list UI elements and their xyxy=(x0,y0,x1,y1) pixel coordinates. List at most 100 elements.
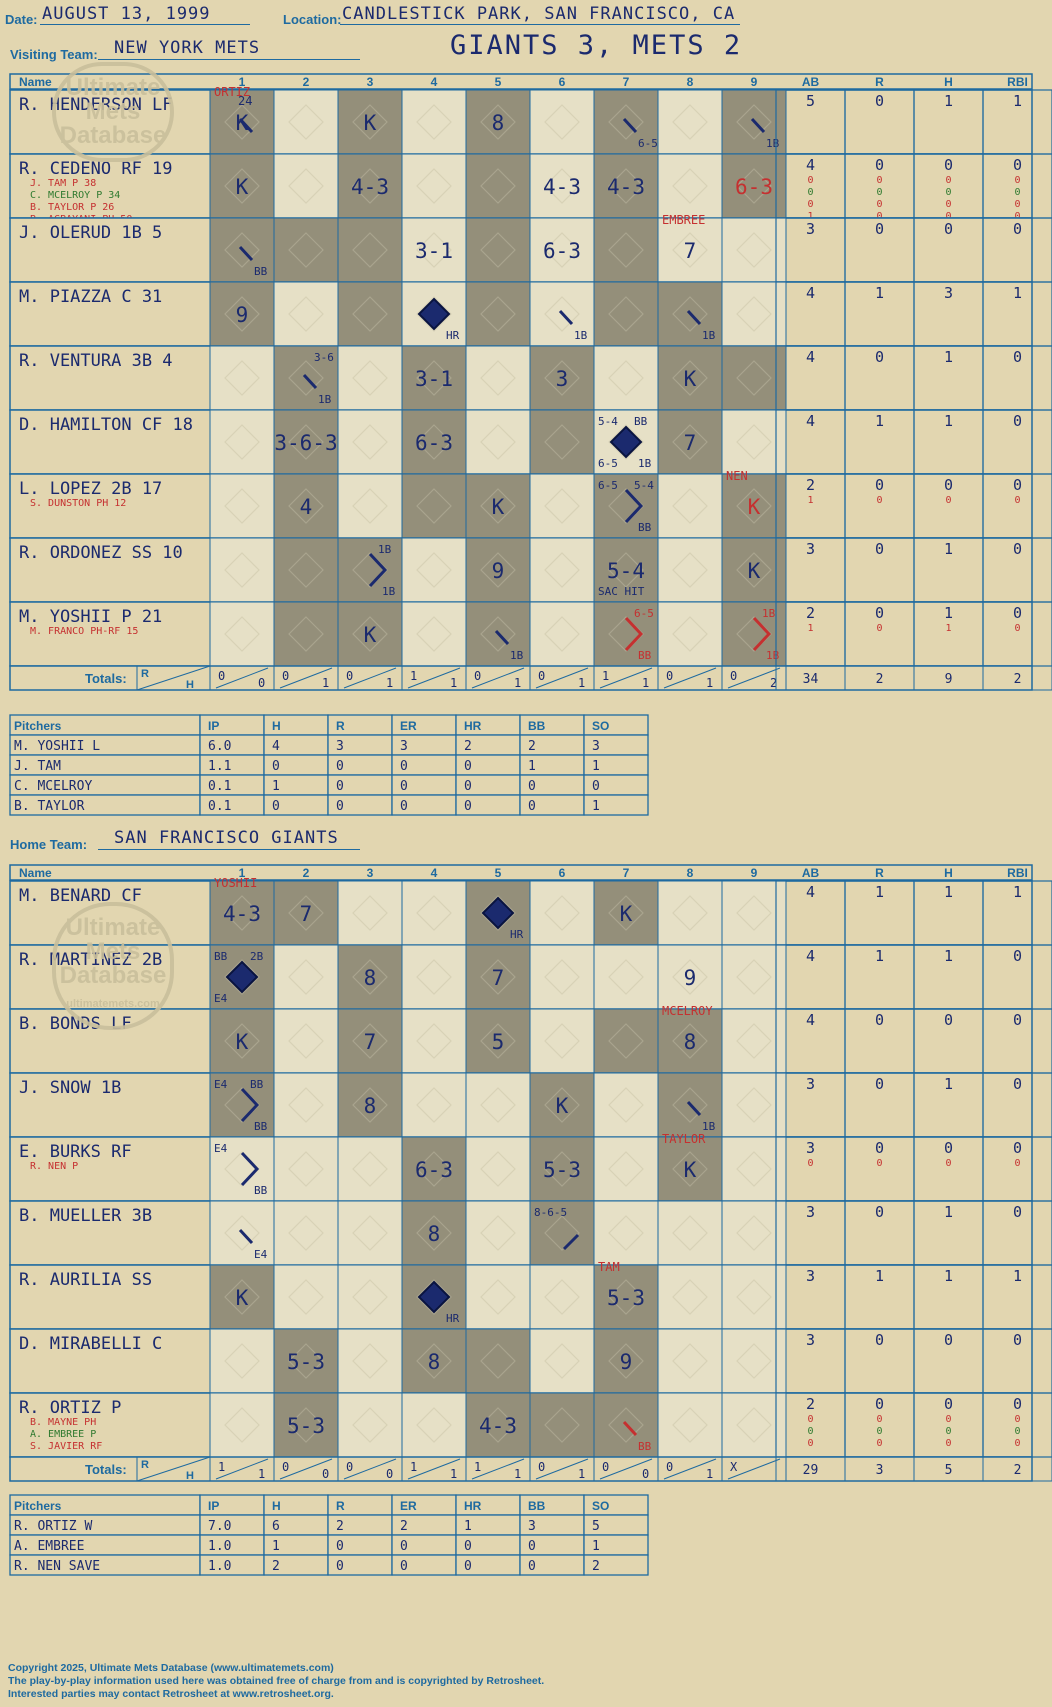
base-diamond xyxy=(672,616,708,652)
run-scored-diamond xyxy=(225,960,259,994)
inning-cell xyxy=(337,409,403,475)
total-stat-cell xyxy=(982,665,1052,691)
basepath-line xyxy=(624,616,644,652)
pitcher-change-note: YOSHII xyxy=(214,876,257,890)
base-diamond xyxy=(224,1023,260,1059)
inning-cell xyxy=(529,601,595,667)
pitcher-stat: 0 xyxy=(528,799,536,814)
play-notation: 6-3 xyxy=(543,239,581,263)
pitcher-header: IP xyxy=(208,719,219,733)
base-diamond xyxy=(288,360,324,396)
play-note: BB xyxy=(250,1078,264,1091)
player-name: M. YOSHII P 21 xyxy=(19,607,162,627)
play-note: BB xyxy=(638,649,652,662)
base-diamond xyxy=(544,168,580,204)
inning-cell xyxy=(337,1264,403,1330)
inning-cell xyxy=(401,1072,467,1138)
pitcher-change-note: MCELROY xyxy=(662,1004,713,1018)
team-total: 29 xyxy=(803,1463,819,1478)
inning-cell xyxy=(593,1072,659,1138)
inning-header: 8 xyxy=(687,75,694,89)
base-diamond xyxy=(608,552,644,588)
base-diamond xyxy=(672,1023,708,1059)
batting-stat: 0 xyxy=(1013,220,1022,238)
base-diamond xyxy=(672,488,708,524)
pitcher-stat: 0 xyxy=(400,1539,408,1554)
inning-cell xyxy=(209,880,275,946)
pitcher-stat: 1 xyxy=(272,779,280,794)
inning-cell xyxy=(273,1200,339,1266)
pitcher-stat: 1.0 xyxy=(208,1559,231,1574)
sub-batting-stat: 0 xyxy=(1014,623,1020,634)
batting-stat: 1 xyxy=(944,883,953,901)
batting-stat: 0 xyxy=(1013,1139,1022,1157)
pitcher-stat: 6 xyxy=(272,1519,280,1534)
base-diamond xyxy=(224,552,260,588)
batting-stat: 0 xyxy=(1013,947,1022,965)
inning-total-slash xyxy=(471,667,525,689)
base-diamond xyxy=(352,296,388,332)
base-diamond xyxy=(736,1407,772,1443)
inning-total-slash xyxy=(471,1458,525,1480)
play-notation: 5-3 xyxy=(287,1414,325,1438)
pitcher-header: R xyxy=(336,719,345,733)
inning-cell xyxy=(657,1200,723,1266)
player-name: R. VENTURA 3B 4 xyxy=(19,351,173,371)
basepath-line xyxy=(622,1420,638,1437)
base-diamond xyxy=(224,1343,260,1379)
base-diamond xyxy=(736,1279,772,1315)
inning-cell xyxy=(465,409,531,475)
inning-cell xyxy=(721,1008,787,1074)
base-diamond xyxy=(608,168,644,204)
play-notation: 3-6-3 xyxy=(274,431,337,455)
footer-copyright: Copyright 2025, Ultimate Mets Database (… xyxy=(8,1662,334,1674)
sub-batting-stat: 0 xyxy=(945,187,951,198)
play-note: BB xyxy=(254,1184,268,1197)
batting-stat: 1 xyxy=(875,412,884,430)
play-notation: 7 xyxy=(684,239,697,263)
watermark-word: Database xyxy=(59,122,167,149)
stat-header: AB xyxy=(802,866,820,880)
base-diamond xyxy=(480,1023,516,1059)
play-note: 1B xyxy=(702,1120,716,1133)
sub-batting-stat: 0 xyxy=(1014,1158,1020,1169)
footer-contact: Interested parties may contact Retroshee… xyxy=(8,1688,334,1700)
play-note: BB xyxy=(254,1120,268,1133)
play-notation: 5-3 xyxy=(287,1350,325,1374)
base-diamond xyxy=(224,104,260,140)
pitcher-name: B. TAYLOR xyxy=(14,799,85,814)
play-notation: K xyxy=(492,495,505,519)
play-notation: 6-3 xyxy=(735,175,773,199)
sub-batting-stat: 0 xyxy=(876,175,882,186)
batting-stat: 0 xyxy=(1013,1075,1022,1093)
inning-cell xyxy=(401,601,467,667)
inning-cell xyxy=(529,1008,595,1074)
inning-cell xyxy=(273,153,339,219)
play-note: E4 xyxy=(214,1078,228,1091)
pitcher-stat: 0 xyxy=(336,1559,344,1574)
pitcher-stat: 0 xyxy=(464,799,472,814)
play-notation: 9 xyxy=(492,559,505,583)
player-name: R. CEDENO RF 19 xyxy=(19,159,173,179)
base-diamond xyxy=(224,1407,260,1443)
pitcher-change-note: EMBREE xyxy=(662,213,705,227)
base-diamond xyxy=(736,1087,772,1123)
base-diamond xyxy=(608,360,644,396)
inning-cell xyxy=(721,537,787,603)
inning-cell xyxy=(337,281,403,347)
base-diamond xyxy=(480,168,516,204)
inning-header: 3 xyxy=(367,866,374,880)
inning-cell xyxy=(593,1136,659,1202)
batting-stat: 1 xyxy=(875,883,884,901)
inning-cell xyxy=(273,1008,339,1074)
play-note: SAC HIT xyxy=(598,585,645,598)
sub-batting-stat: 0 xyxy=(876,199,882,210)
pitcher-name: R. ORTIZ W xyxy=(14,1519,92,1534)
play-notation: 8 xyxy=(364,1094,377,1118)
play-notation: K xyxy=(748,495,761,519)
batting-stat: 2 xyxy=(806,1395,815,1413)
batting-stat: 3 xyxy=(806,1139,815,1157)
batting-stat: 3 xyxy=(944,284,953,302)
watermark-word: Mets xyxy=(85,938,141,965)
base-diamond xyxy=(736,168,772,204)
